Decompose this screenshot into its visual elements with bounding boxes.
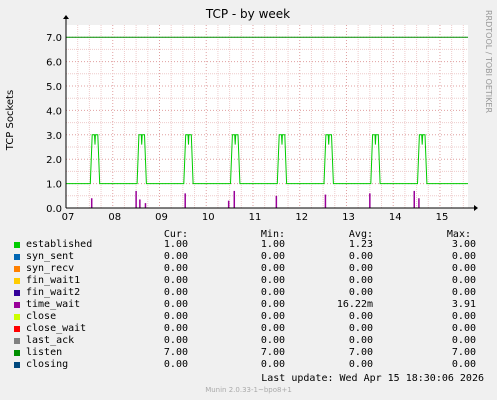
x-tick-label: 09 [155, 212, 168, 223]
x-tick-label: 10 [202, 212, 215, 223]
y-tick-label: 5.0 [46, 82, 62, 93]
x-tick-label: 15 [436, 212, 449, 223]
y-axis-label: TCP Sockets [5, 90, 16, 151]
y-tick-label: 4.0 [46, 106, 62, 117]
series-established [66, 134, 468, 185]
y-tick-label: 3.0 [46, 131, 62, 142]
x-tick-label: 13 [342, 212, 355, 223]
y-tick-label: 1.0 [46, 180, 62, 191]
rrdtool-side-text: RRDTOOL / TOBI OETIKER [484, 10, 493, 113]
x-tick-label: 12 [295, 212, 308, 223]
x-axis-arrow [474, 205, 478, 211]
x-tick-label: 07 [62, 212, 75, 223]
plot-area [66, 25, 468, 208]
x-tick-label: 11 [249, 212, 262, 223]
x-tick-label: 08 [108, 212, 121, 223]
y-axis-arrow [63, 15, 69, 19]
y-tick-label: 0.0 [46, 204, 62, 215]
x-tick-label: 14 [389, 212, 402, 223]
chart-title: TCP - by week [205, 7, 290, 21]
y-tick-label: 7.0 [46, 33, 62, 44]
y-tick-label: 6.0 [46, 58, 62, 69]
y-tick-label: 2.0 [46, 155, 62, 166]
